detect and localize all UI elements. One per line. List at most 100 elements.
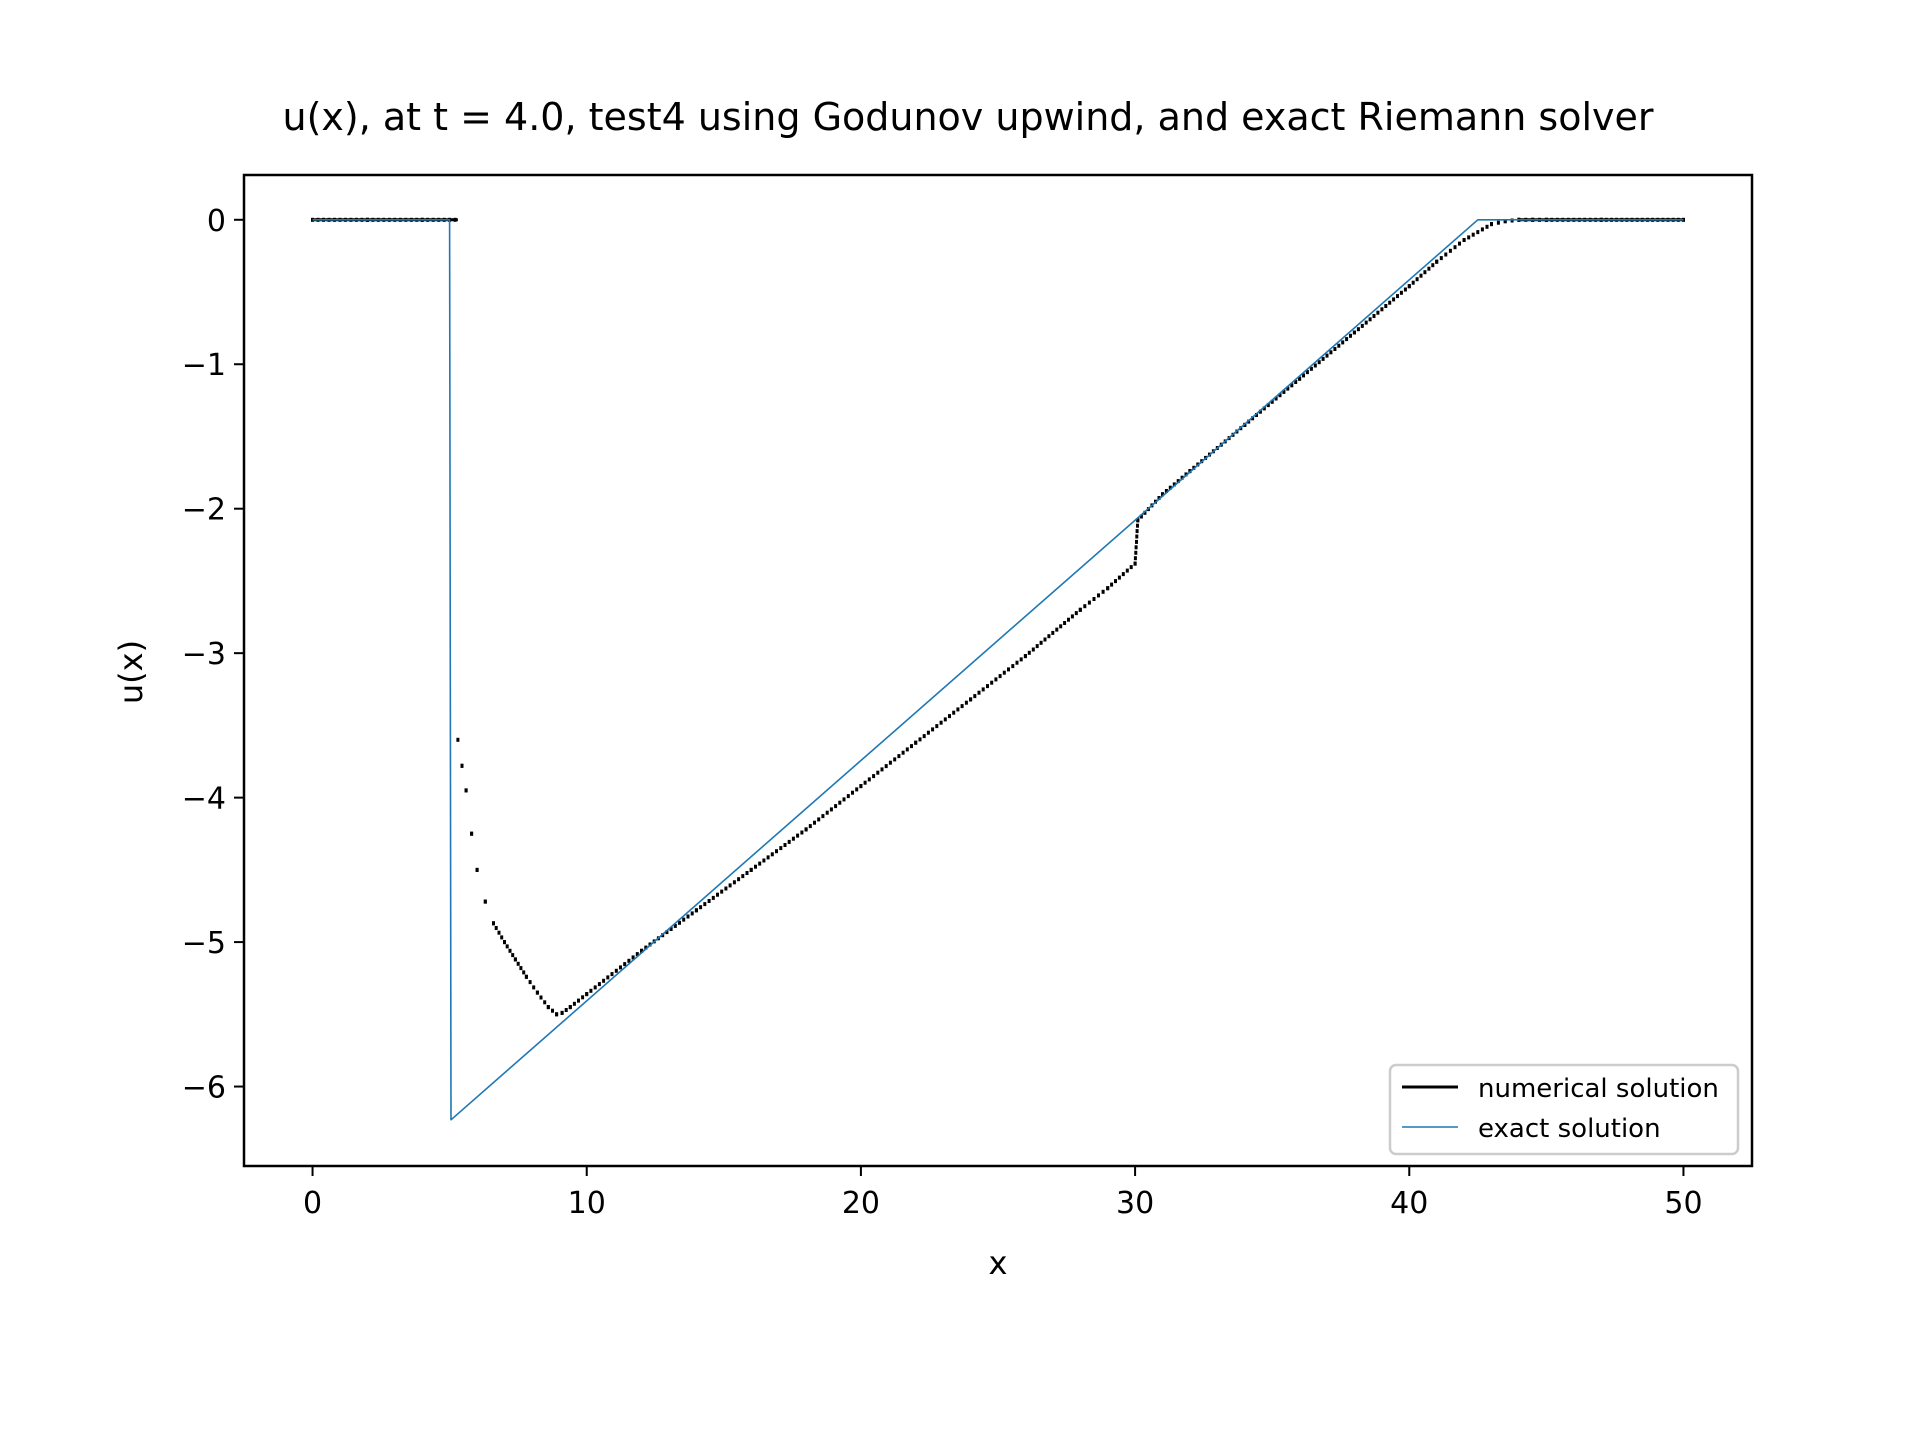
numerical-point xyxy=(475,867,479,872)
numerical-point xyxy=(720,889,724,894)
numerical-point xyxy=(1325,353,1329,358)
numerical-point xyxy=(623,962,627,967)
numerical-point xyxy=(1439,256,1443,261)
numerical-point xyxy=(1262,406,1266,411)
numerical-point xyxy=(568,1005,572,1010)
numerical-point xyxy=(872,774,876,779)
numerical-point xyxy=(981,687,985,692)
numerical-point xyxy=(732,880,736,885)
y-tick-label: −1 xyxy=(182,348,226,383)
numerical-point xyxy=(796,833,800,838)
numerical-point xyxy=(897,754,901,759)
numerical-point xyxy=(1133,561,1137,566)
numerical-point xyxy=(543,1000,547,1005)
numerical-point xyxy=(825,810,829,815)
numerical-point xyxy=(1396,294,1399,299)
numerical-point xyxy=(1035,644,1039,649)
numerical-point xyxy=(948,714,951,719)
numerical-point xyxy=(829,807,833,812)
numerical-point xyxy=(1172,482,1176,487)
numerical-point xyxy=(1083,604,1087,609)
numerical-point xyxy=(1345,337,1349,342)
numerical-point xyxy=(964,700,968,705)
numerical-point xyxy=(635,952,639,957)
numerical-point xyxy=(460,763,464,768)
numerical-point xyxy=(808,824,812,829)
numerical-point xyxy=(1074,611,1078,616)
numerical-point xyxy=(1055,627,1059,632)
numerical-point xyxy=(1435,259,1439,264)
plot-area xyxy=(242,173,1754,1168)
numerical-point xyxy=(1135,534,1139,539)
numerical-point xyxy=(665,930,669,935)
numerical-point xyxy=(593,985,597,990)
numerical-point xyxy=(821,814,825,819)
numerical-point xyxy=(1139,514,1143,519)
numerical-point xyxy=(1092,597,1096,601)
numerical-point xyxy=(519,966,523,971)
numerical-point xyxy=(910,744,913,749)
numerical-point xyxy=(673,923,677,928)
numerical-point xyxy=(511,953,515,958)
numerical-point xyxy=(1419,273,1423,278)
numerical-point xyxy=(1294,380,1298,384)
x-axis-label: x xyxy=(989,1244,1008,1282)
numerical-point xyxy=(678,920,681,925)
numerical-point xyxy=(791,836,795,841)
numerical-point xyxy=(1019,657,1023,662)
numerical-point xyxy=(939,720,943,725)
numerical-point xyxy=(1110,582,1114,587)
numerical-point xyxy=(1258,409,1262,414)
numerical-point xyxy=(1415,277,1419,282)
numerical-point xyxy=(1051,630,1055,635)
numerical-point xyxy=(1305,370,1309,375)
numerical-point xyxy=(585,992,589,997)
numerical-point xyxy=(758,861,762,866)
numerical-point xyxy=(1027,650,1031,655)
numerical-point xyxy=(888,760,892,765)
numerical-point xyxy=(690,911,694,916)
numerical-point xyxy=(669,927,673,931)
numerical-point xyxy=(1255,413,1258,417)
numerical-point xyxy=(1136,518,1140,523)
numerical-point xyxy=(546,1005,550,1010)
numerical-point xyxy=(813,820,816,825)
numerical-point xyxy=(1431,263,1435,268)
numerical-point xyxy=(535,990,539,995)
numerical-point xyxy=(1471,232,1475,237)
numerical-point xyxy=(1063,621,1067,625)
numerical-point xyxy=(1266,403,1270,408)
numerical-point xyxy=(1117,575,1121,580)
numerical-point xyxy=(644,945,648,950)
numerical-point xyxy=(867,777,871,782)
numerical-point xyxy=(589,988,593,993)
numerical-point xyxy=(532,985,536,990)
numerical-point xyxy=(703,902,707,907)
numerical-point xyxy=(1380,307,1384,312)
x-axis-ticks: 0 10 20 30 40 50 xyxy=(303,1166,1703,1221)
numerical-point xyxy=(1059,624,1063,629)
x-tick-label: 0 xyxy=(303,1186,322,1221)
legend-label-exact: exact solution xyxy=(1478,1114,1661,1144)
numerical-point xyxy=(1133,556,1137,561)
numerical-point xyxy=(1352,330,1356,335)
numerical-point xyxy=(986,684,989,689)
numerical-point xyxy=(990,680,994,685)
numerical-point xyxy=(749,867,753,872)
numerical-point xyxy=(935,724,939,729)
numerical-point xyxy=(699,905,703,910)
numerical-point xyxy=(1384,304,1388,308)
numerical-point xyxy=(905,747,909,752)
numerical-point xyxy=(1134,545,1138,550)
numerical-point xyxy=(762,858,766,863)
numerical-point xyxy=(956,707,960,712)
numerical-point xyxy=(926,730,930,735)
numerical-point xyxy=(1136,523,1139,528)
numerical-point xyxy=(516,961,520,966)
numerical-point xyxy=(1448,248,1452,253)
numerical-point xyxy=(1368,317,1372,322)
series-layer xyxy=(311,217,1685,1121)
numerical-point xyxy=(1015,660,1019,665)
numerical-point xyxy=(1349,333,1352,338)
numerical-point xyxy=(922,734,926,739)
